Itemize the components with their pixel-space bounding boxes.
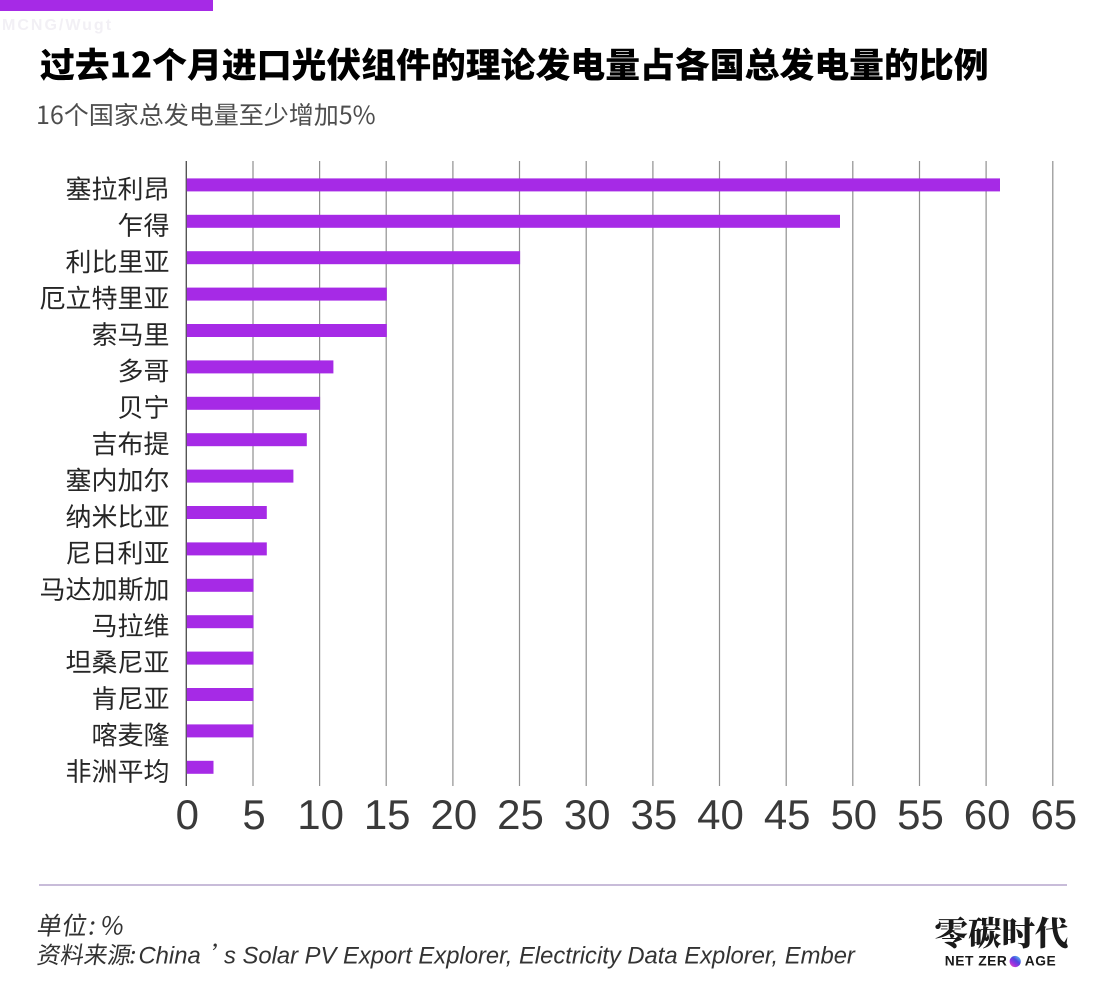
svg-text:50: 50 (830, 791, 877, 838)
svg-text:NET ZER: NET ZER (945, 953, 1008, 968)
svg-text:s Solar PV Export Explorer, El: s Solar PV Export Explorer, Electricity … (224, 942, 856, 969)
svg-text:5: 5 (242, 791, 265, 838)
svg-text:30: 30 (564, 791, 611, 838)
svg-text:China: China (139, 942, 201, 969)
svg-text:45: 45 (764, 791, 811, 838)
svg-text:AGE: AGE (1025, 953, 1056, 968)
svg-text:35: 35 (631, 791, 678, 838)
svg-text:0: 0 (176, 791, 199, 838)
svg-text:65: 65 (1030, 791, 1077, 838)
svg-text:MCNG/Wugt: MCNG/Wugt (2, 17, 113, 34)
svg-text:60: 60 (964, 791, 1011, 838)
svg-text:20: 20 (431, 791, 478, 838)
svg-text:40: 40 (697, 791, 744, 838)
svg-text:10: 10 (297, 791, 344, 838)
svg-text:55: 55 (897, 791, 944, 838)
svg-text:25: 25 (497, 791, 544, 838)
svg-text:15: 15 (364, 791, 411, 838)
